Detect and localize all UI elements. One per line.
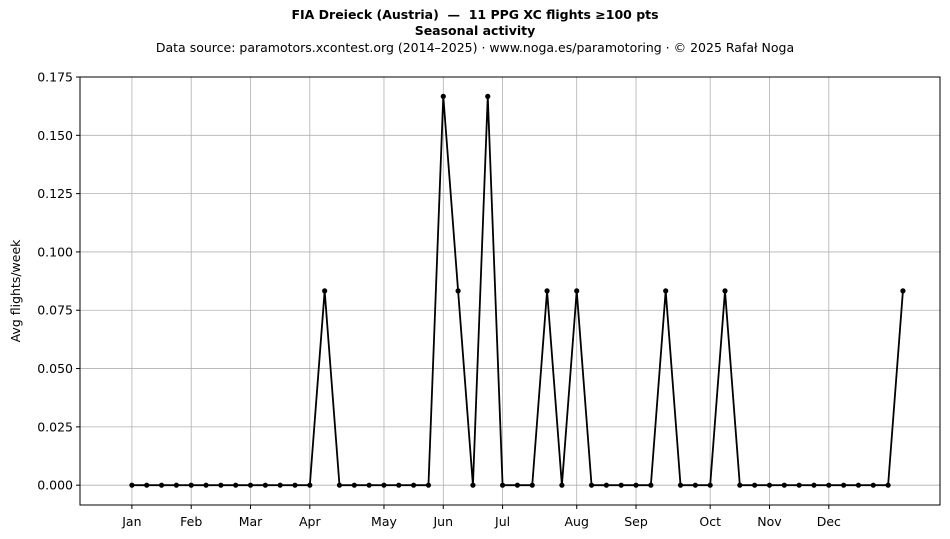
data-point	[796, 482, 802, 488]
series-layer	[129, 93, 906, 488]
data-point	[307, 482, 313, 488]
data-point	[663, 288, 669, 294]
data-point	[499, 482, 506, 488]
data-point	[396, 482, 402, 488]
data-point	[336, 482, 343, 488]
y-tick-label: 0.075	[37, 303, 73, 318]
data-point	[722, 288, 728, 294]
data-point	[781, 482, 787, 488]
x-tick-label: Nov	[757, 514, 782, 529]
chart-subtitle: Seasonal activity	[414, 23, 536, 38]
y-tick-label: 0.025	[37, 419, 73, 434]
data-point	[129, 482, 135, 488]
data-point	[677, 482, 684, 488]
data-point	[144, 482, 150, 488]
data-point	[648, 482, 654, 488]
x-tick-label: Jan	[121, 514, 141, 529]
data-point	[544, 288, 550, 294]
data-point	[633, 482, 639, 488]
y-tick-label: 0.000	[37, 478, 73, 493]
data-point	[485, 93, 491, 99]
data-point	[292, 482, 298, 488]
plot-frame	[79, 76, 941, 506]
data-point	[885, 482, 891, 488]
data-point	[381, 482, 387, 488]
data-point	[752, 482, 758, 488]
y-tick-label: 0.100	[37, 244, 73, 259]
data-point	[158, 482, 165, 488]
data-point	[588, 482, 595, 488]
x-tick-label: Mar	[239, 514, 263, 529]
data-point	[470, 482, 476, 488]
y-axis-label: Avg flights/week	[8, 239, 23, 343]
source-note: Data source: paramotors.xcontest.org (20…	[155, 40, 795, 55]
data-point	[559, 482, 565, 488]
data-point	[455, 288, 461, 294]
axes: 0.000 0.025 0.050 0.075 0.100 0.125 0.150 0.175…	[37, 70, 841, 530]
x-tick-label: Feb	[180, 514, 202, 529]
data-point	[900, 288, 906, 294]
data-point	[766, 482, 773, 488]
data-point	[411, 482, 417, 488]
data-point	[841, 482, 847, 488]
x-tick-label: Jun	[433, 514, 454, 529]
data-point	[203, 482, 209, 488]
data-point	[322, 288, 328, 294]
data-point	[173, 482, 179, 488]
data-point	[366, 482, 372, 488]
data-point	[188, 482, 194, 488]
data-point	[529, 482, 535, 488]
data-point	[262, 482, 268, 488]
data-point	[603, 482, 609, 488]
data-point	[351, 482, 357, 488]
data-point	[574, 288, 580, 294]
y-tick-label: 0.175	[37, 70, 73, 85]
data-point	[826, 482, 832, 488]
data-point	[737, 482, 743, 488]
data-point	[707, 482, 713, 488]
data-point	[618, 482, 624, 488]
chart-title: FIA Dreieck (Austria) — 11 PPG XC flight…	[291, 7, 659, 22]
x-tick-label: Aug	[565, 514, 589, 529]
data-point	[218, 482, 224, 488]
data-point	[247, 482, 254, 488]
y-tick-label: 0.150	[37, 128, 73, 143]
y-tick-label: 0.125	[37, 186, 73, 201]
x-tick-label: Sep	[624, 514, 648, 529]
x-tick-label: Dec	[817, 514, 841, 529]
y-tick-label: 0.050	[37, 361, 73, 376]
chart-titles: FIA Dreieck (Austria) — 11 PPG XC flight…	[0, 7, 950, 57]
data-point	[514, 482, 521, 488]
data-point	[811, 482, 817, 488]
data-point	[870, 482, 876, 488]
x-tick-label: May	[371, 514, 397, 529]
data-point	[277, 482, 283, 488]
data-point	[233, 482, 239, 488]
x-tick-label: Apr	[299, 514, 321, 529]
grid	[80, 76, 940, 505]
data-point	[855, 482, 862, 488]
data-point	[692, 482, 698, 488]
data-point	[425, 482, 432, 488]
data-point	[440, 93, 446, 99]
x-tick-label: Oct	[699, 514, 721, 529]
x-tick-label: Jul	[494, 514, 510, 529]
